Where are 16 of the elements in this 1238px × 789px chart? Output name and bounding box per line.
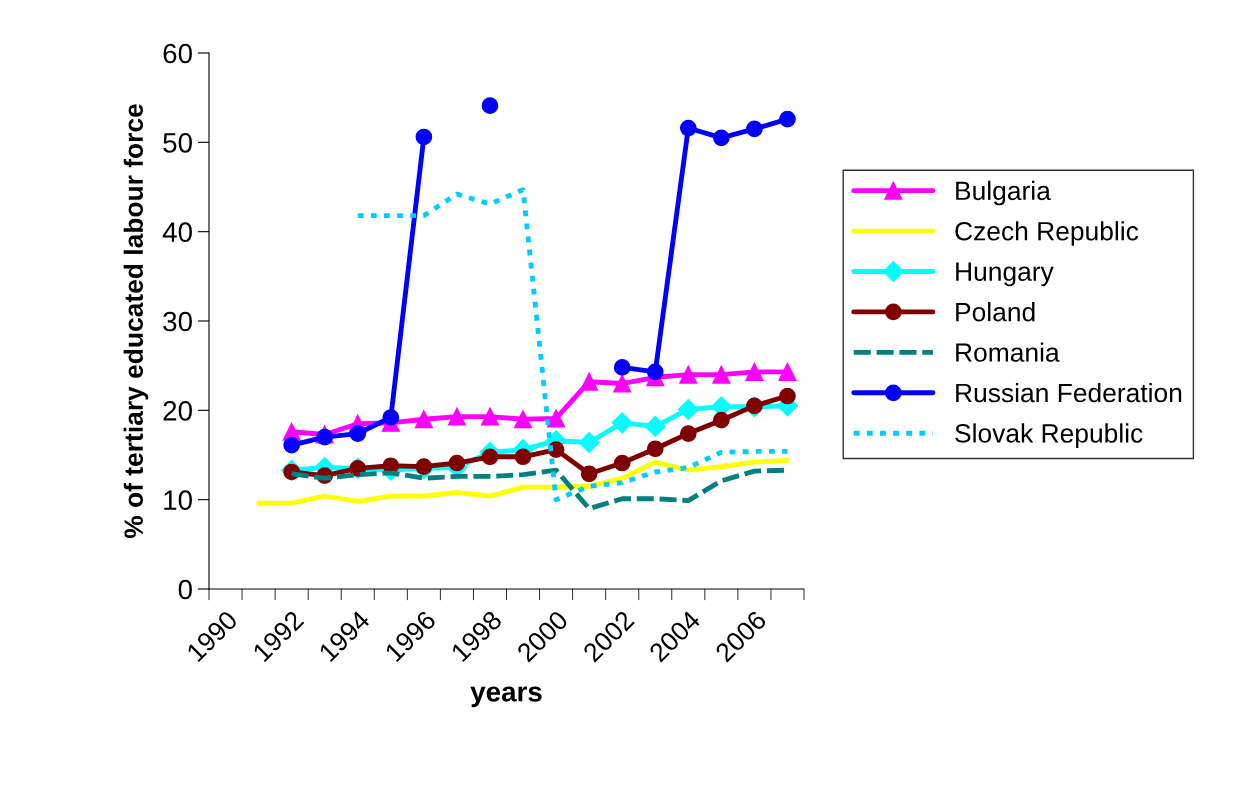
y-tick-label: 10 bbox=[164, 490, 192, 511]
x-axis-title: years bbox=[470, 686, 542, 708]
legend-label: Bulgaria bbox=[956, 180, 1051, 206]
y-tick-label: 30 bbox=[163, 311, 192, 332]
legend-label: Hungary bbox=[956, 262, 1054, 287]
legend-label: Slovak Republic bbox=[955, 423, 1143, 448]
y-tick-label: 40 bbox=[162, 222, 192, 243]
y-tick-label: 20 bbox=[163, 401, 192, 421]
y-tick-label: 60 bbox=[163, 43, 192, 64]
y-tick-label: 0 bbox=[178, 579, 192, 600]
legend-label: Romania bbox=[956, 342, 1060, 362]
y-tick-label: 50 bbox=[163, 133, 192, 153]
legend-label: Czech Republic bbox=[955, 221, 1139, 246]
y-axis-title: % of tertiary educated labour force bbox=[123, 104, 149, 539]
legend-label: Russian Federation bbox=[956, 382, 1182, 403]
legend-label: Poland bbox=[956, 302, 1035, 322]
